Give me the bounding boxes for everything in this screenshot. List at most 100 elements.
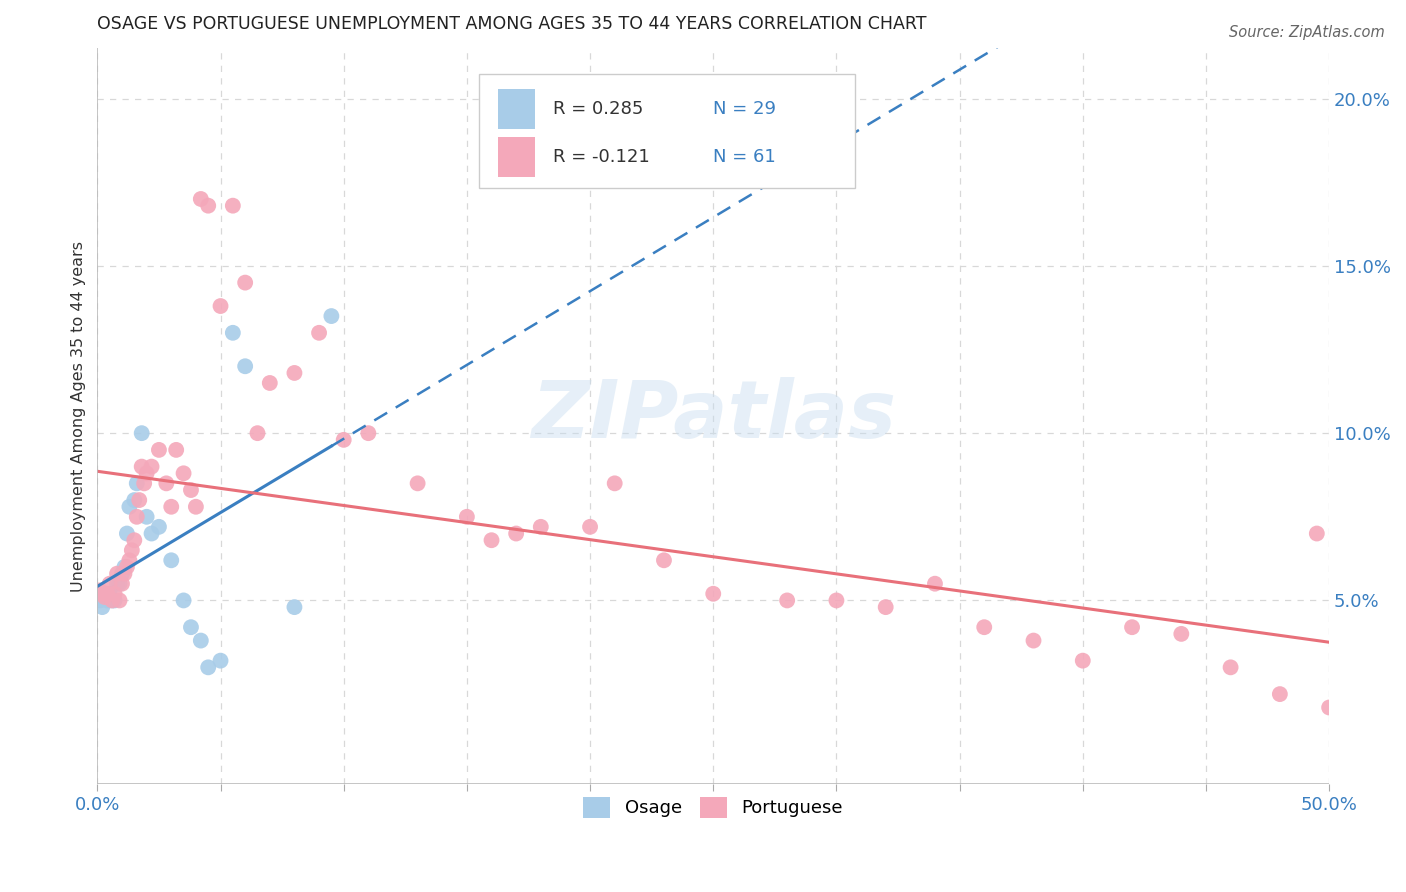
Point [91,600,114,615]
Point [148,442,170,457]
Point [111,576,134,591]
Y-axis label: Unemployment Among Ages 35 to 44 years: Unemployment Among Ages 35 to 44 years [72,241,86,592]
Text: R = -0.121: R = -0.121 [553,148,650,166]
Point [131,459,153,474]
Point [283,366,305,380]
Point [91,587,114,601]
Point [357,426,380,441]
Point [233,359,256,374]
Point [283,600,305,615]
Point [1022,633,1045,648]
Point [1317,700,1340,714]
Point [93,590,115,604]
Point [924,576,946,591]
Point [321,309,343,323]
Point [332,433,354,447]
Point [101,593,124,607]
Point [125,476,148,491]
Point [115,526,138,541]
Point [141,459,163,474]
Point [148,520,170,534]
Point [118,553,141,567]
Point [108,576,131,591]
Point [134,476,156,491]
Point [973,620,995,634]
Point [180,620,202,634]
Point [456,509,478,524]
Point [1268,687,1291,701]
Point [652,553,675,567]
Point [197,199,219,213]
Point [111,566,134,581]
Point [776,593,799,607]
Point [105,576,128,591]
Point [131,426,153,441]
Point [233,276,256,290]
Point [180,483,202,497]
Point [160,553,183,567]
Point [165,442,187,457]
Point [96,587,118,601]
Point [875,600,897,615]
Point [505,526,527,541]
Point [222,199,245,213]
Point [184,500,207,514]
Point [104,593,127,607]
Point [101,593,124,607]
Point [1306,526,1329,541]
Point [128,493,150,508]
Point [160,500,183,514]
Text: OSAGE VS PORTUGUESE UNEMPLOYMENT AMONG AGES 35 TO 44 YEARS CORRELATION CHART: OSAGE VS PORTUGUESE UNEMPLOYMENT AMONG A… [97,15,927,33]
Point [209,654,232,668]
Point [173,467,195,481]
Point [98,576,121,591]
Point [173,593,195,607]
Point [96,593,118,607]
Point [702,587,724,601]
Point [121,543,143,558]
Point [209,299,232,313]
Point [155,476,177,491]
Point [98,587,121,601]
Text: N = 61: N = 61 [713,148,776,166]
Point [89,593,111,607]
Point [1121,620,1143,634]
Text: ZIPatlas: ZIPatlas [530,377,896,456]
Point [108,593,131,607]
Point [105,566,128,581]
Point [104,587,127,601]
Point [603,476,626,491]
Point [190,192,212,206]
Point [1170,627,1192,641]
Point [114,560,136,574]
FancyBboxPatch shape [498,89,534,129]
Text: N = 29: N = 29 [713,100,776,118]
Point [190,633,212,648]
Point [406,476,429,491]
FancyBboxPatch shape [498,136,534,178]
Point [124,493,146,508]
FancyBboxPatch shape [479,74,855,188]
Point [222,326,245,340]
Point [118,500,141,514]
Point [135,467,157,481]
Point [1219,660,1241,674]
Text: Source: ZipAtlas.com: Source: ZipAtlas.com [1229,25,1385,40]
Point [530,520,553,534]
Point [89,583,111,598]
Point [825,593,848,607]
Point [197,660,219,674]
Point [246,426,269,441]
Point [579,520,602,534]
Point [135,509,157,524]
Legend: Osage, Portuguese: Osage, Portuguese [574,788,852,827]
Point [259,376,281,390]
Point [93,587,115,601]
Point [308,326,330,340]
Point [115,560,138,574]
Point [141,526,163,541]
Point [1071,654,1094,668]
Point [481,533,503,548]
Point [114,566,136,581]
Text: R = 0.285: R = 0.285 [553,100,644,118]
